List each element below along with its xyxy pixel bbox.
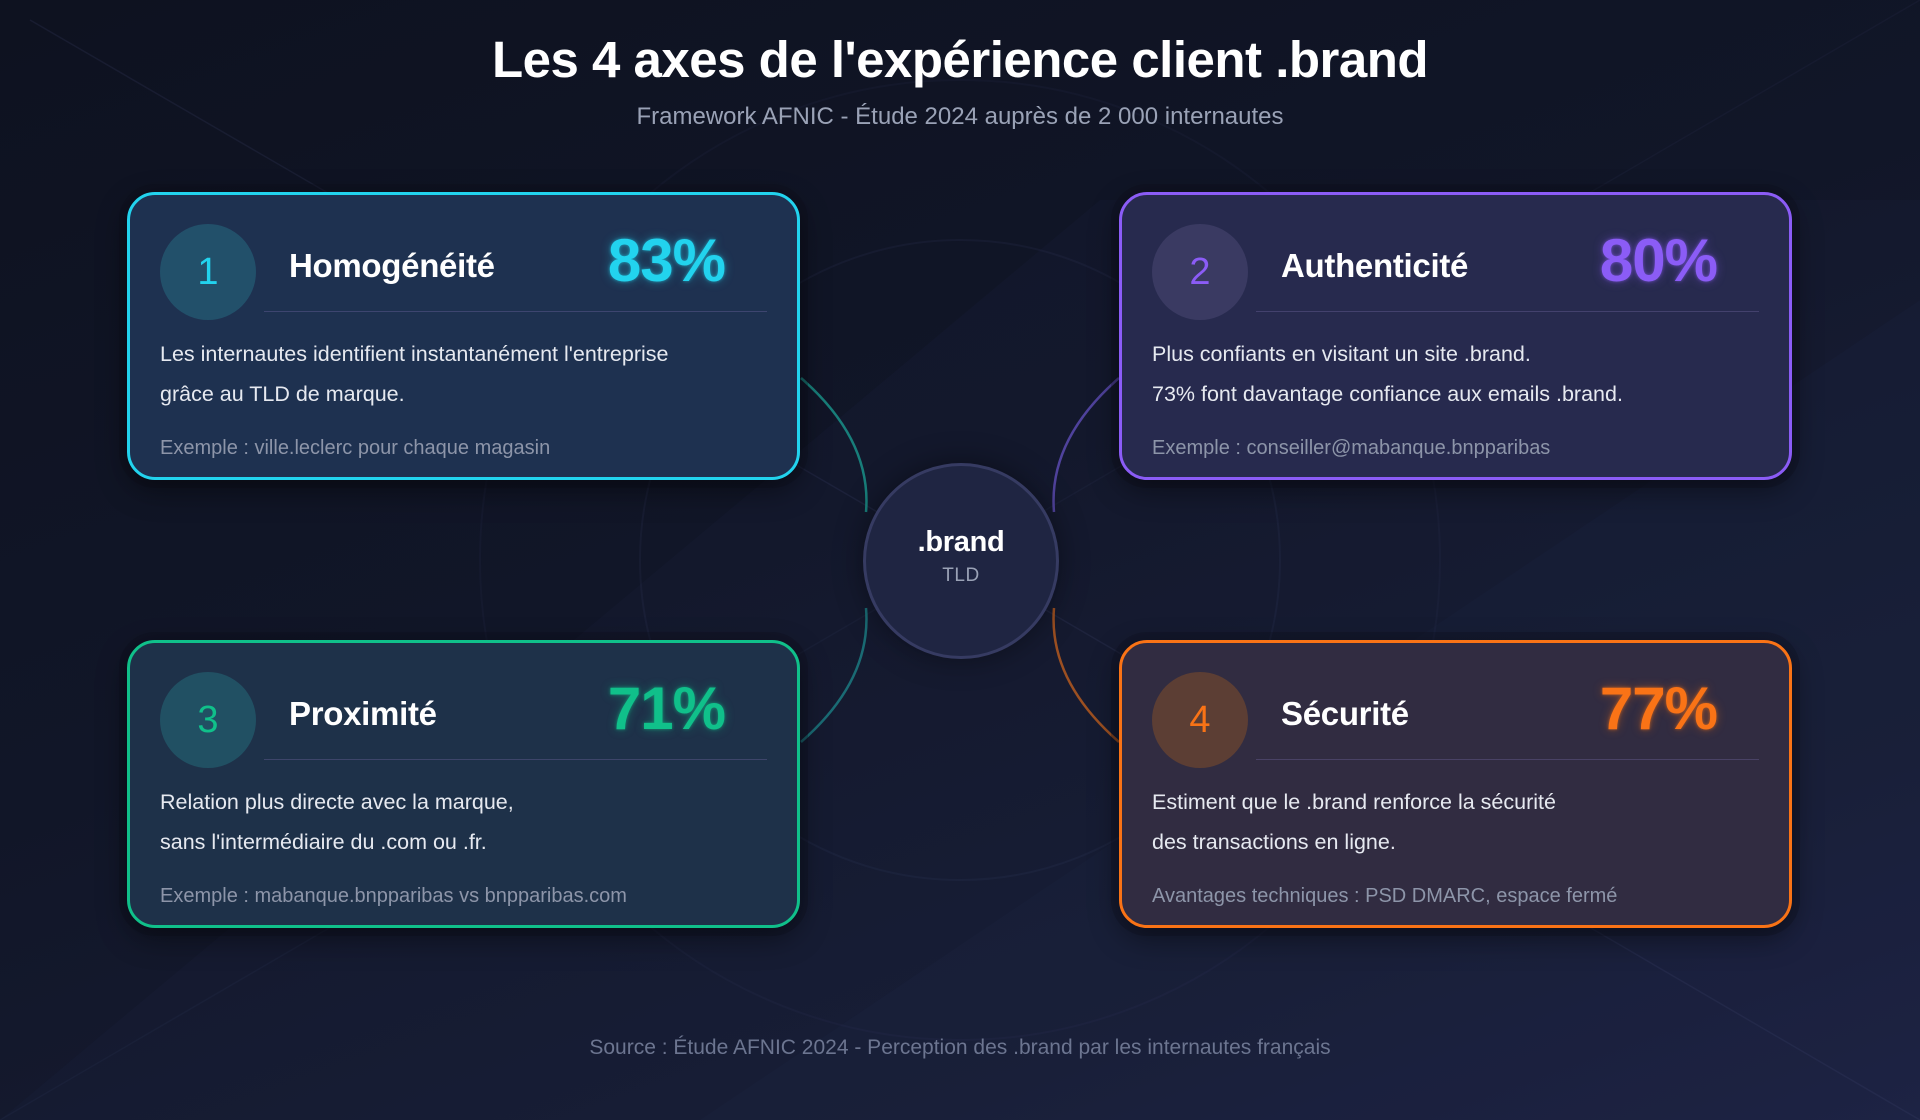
description-line: Plus confiants en visitant un site .bran… <box>1152 342 1531 366</box>
divider <box>1256 311 1759 312</box>
description-line: sans l'intermédiaire du .com ou .fr. <box>160 830 487 854</box>
axis-title: Homogénéité <box>289 247 495 284</box>
connector-3 <box>800 607 868 743</box>
axis-card-securite: 4 Sécurité 77% Estiment que le .brand re… <box>1119 640 1792 928</box>
footer-source: Source : Étude AFNIC 2024 - Perception d… <box>589 1036 1331 1059</box>
connector-2 <box>1052 377 1120 513</box>
axis-description: Estiment que le .brand renforce la sécur… <box>1152 782 1759 862</box>
axis-description: Les internautes identifient instantanéme… <box>160 334 767 414</box>
axis-percentage: 71% <box>607 675 726 742</box>
axis-title: Authenticité <box>1281 247 1469 284</box>
description-line: grâce au TLD de marque. <box>160 382 405 406</box>
center-label: .brand <box>917 525 1005 558</box>
axis-description: Plus confiants en visitant un site .bran… <box>1152 334 1759 414</box>
axis-example: Exemple : mabanque.bnpparibas vs bnppari… <box>160 885 627 907</box>
axis-card-homogeneite: 1 Homogénéité 83% Les internautes identi… <box>127 192 800 480</box>
center-brand-node: .brand TLD <box>863 463 1059 659</box>
divider <box>264 759 767 760</box>
axis-title: Proximité <box>289 695 437 732</box>
description-line: 73% font davantage confiance aux emails … <box>1152 382 1623 406</box>
center-sublabel: TLD <box>942 564 980 586</box>
divider <box>264 311 767 312</box>
axis-percentage: 80% <box>1599 227 1718 294</box>
description-line: des transactions en ligne. <box>1152 830 1396 854</box>
axis-card-authenticite: 2 Authenticité 80% Plus confiants en vis… <box>1119 192 1792 480</box>
axis-example: Exemple : ville.leclerc pour chaque maga… <box>160 437 551 459</box>
axis-number-badge: 3 <box>160 672 256 768</box>
axis-description: Relation plus directe avec la marque, sa… <box>160 782 767 862</box>
axis-title: Sécurité <box>1281 695 1409 732</box>
connector-1 <box>800 377 868 513</box>
description-line: Les internautes identifient instantanéme… <box>160 342 669 366</box>
axis-number-badge: 4 <box>1152 672 1248 768</box>
axis-number-badge: 1 <box>160 224 256 320</box>
page-title: Les 4 axes de l'expérience client .brand <box>491 31 1429 88</box>
description-line: Estiment que le .brand renforce la sécur… <box>1152 790 1556 814</box>
axis-percentage: 77% <box>1599 675 1718 742</box>
page-subtitle: Framework AFNIC - Étude 2024 auprès de 2… <box>636 103 1284 130</box>
axis-example: Avantages techniques : PSD DMARC, espace… <box>1152 885 1618 907</box>
connector-4 <box>1052 607 1120 743</box>
axis-number-badge: 2 <box>1152 224 1248 320</box>
axis-example: Exemple : conseiller@mabanque.bnpparibas <box>1152 437 1551 459</box>
description-line: Relation plus directe avec la marque, <box>160 790 514 814</box>
divider <box>1256 759 1759 760</box>
axis-card-proximite: 3 Proximité 71% Relation plus directe av… <box>127 640 800 928</box>
axis-percentage: 83% <box>607 227 726 294</box>
